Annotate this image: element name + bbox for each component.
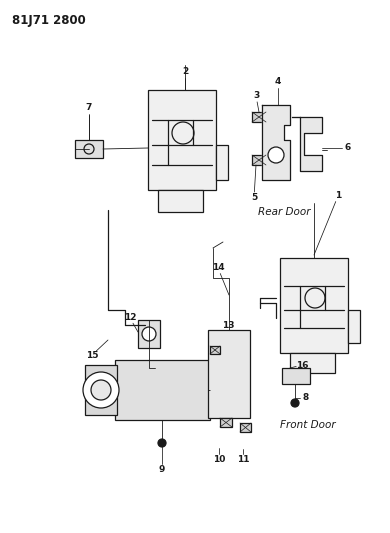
- Polygon shape: [262, 105, 290, 180]
- Text: 6: 6: [345, 143, 351, 152]
- Text: 13: 13: [222, 321, 234, 330]
- Text: 8: 8: [303, 393, 309, 402]
- Text: Front Door: Front Door: [280, 420, 336, 430]
- Bar: [138, 320, 160, 348]
- Bar: [280, 258, 348, 353]
- Bar: [75, 140, 103, 158]
- Text: 81J71 2800: 81J71 2800: [12, 14, 86, 27]
- Bar: [115, 360, 210, 420]
- Circle shape: [83, 372, 119, 408]
- Bar: [252, 155, 266, 165]
- Circle shape: [91, 380, 111, 400]
- Text: 11: 11: [237, 456, 249, 464]
- Bar: [282, 368, 310, 384]
- Text: 14: 14: [212, 263, 224, 272]
- Text: 2: 2: [182, 68, 188, 77]
- Bar: [148, 90, 216, 190]
- Bar: [220, 418, 232, 427]
- Text: 12: 12: [124, 313, 136, 322]
- Text: 9: 9: [159, 465, 165, 474]
- Text: 15: 15: [86, 351, 98, 359]
- Text: 7: 7: [86, 103, 92, 112]
- Circle shape: [142, 327, 156, 341]
- Text: Rear Door: Rear Door: [258, 207, 310, 217]
- Text: 3: 3: [253, 92, 259, 101]
- Bar: [85, 365, 117, 415]
- Text: 5: 5: [251, 193, 257, 203]
- Bar: [290, 353, 335, 373]
- Circle shape: [291, 399, 299, 407]
- Bar: [240, 423, 251, 432]
- Text: 1: 1: [335, 191, 341, 200]
- Bar: [348, 310, 360, 343]
- Bar: [210, 346, 220, 354]
- Circle shape: [158, 439, 166, 447]
- Text: 4: 4: [275, 77, 281, 86]
- Circle shape: [268, 147, 284, 163]
- Bar: [158, 190, 203, 212]
- Text: 16: 16: [296, 360, 308, 369]
- Bar: [208, 330, 250, 418]
- Polygon shape: [292, 117, 322, 171]
- Bar: [216, 145, 228, 180]
- Bar: [252, 112, 266, 122]
- Text: 10: 10: [213, 456, 225, 464]
